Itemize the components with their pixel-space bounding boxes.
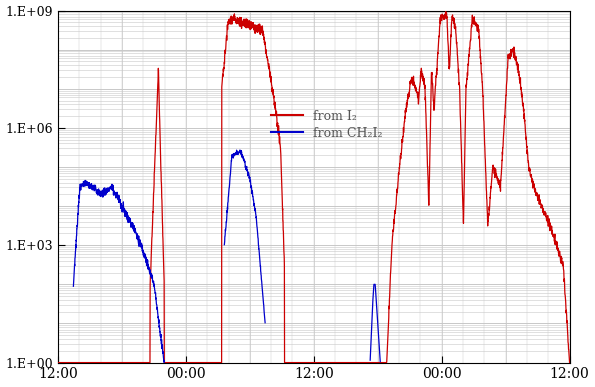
Legend: from I₂, from CH₂I₂: from I₂, from CH₂I₂: [267, 105, 387, 145]
